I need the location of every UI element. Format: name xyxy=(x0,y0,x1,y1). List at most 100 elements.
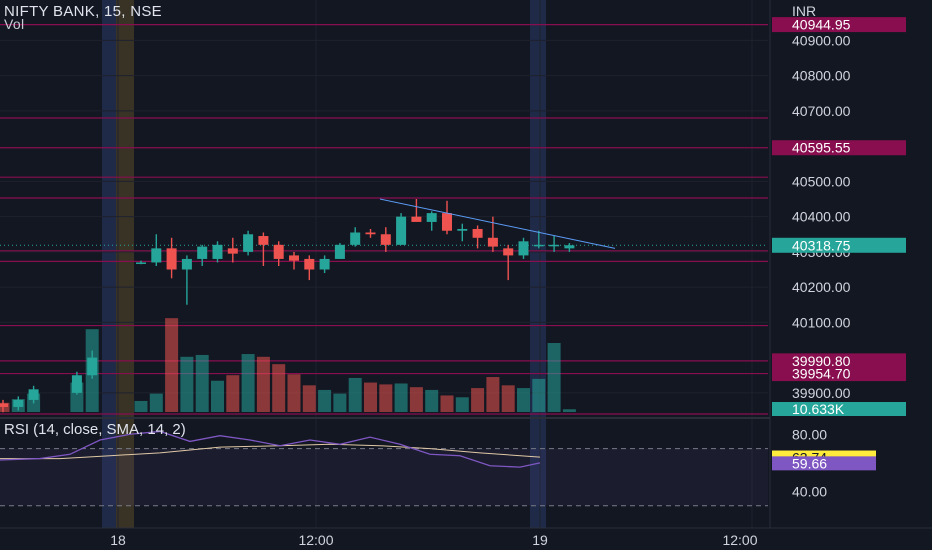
rsi-sma-text: 59.66 xyxy=(792,455,827,471)
price-tag-text: 40595.55 xyxy=(792,140,851,156)
candle-body xyxy=(258,236,269,245)
price-tick-label: 40900.00 xyxy=(792,32,851,48)
volume-bar xyxy=(425,389,439,412)
price-tag-text: 40944.95 xyxy=(792,17,851,33)
price-tick-label: 40100.00 xyxy=(792,314,851,330)
candle-body xyxy=(304,258,315,270)
session-band xyxy=(102,0,116,528)
candle-body xyxy=(365,232,376,235)
candle-body xyxy=(319,258,330,270)
rsi-sma-tag xyxy=(772,456,876,471)
volume-bar xyxy=(517,388,530,412)
price-tick-label: 39900.00 xyxy=(792,385,851,401)
volume-bar xyxy=(180,356,194,412)
volume-bar xyxy=(409,387,423,412)
volume-bar xyxy=(471,388,485,412)
volume-bar xyxy=(348,377,362,412)
volume-bar xyxy=(241,354,255,412)
candle-body xyxy=(503,248,514,256)
candle-body xyxy=(549,244,560,247)
currency-label: INR xyxy=(792,3,817,19)
candle-body xyxy=(0,403,8,407)
price-tick-label: 40700.00 xyxy=(792,103,851,119)
session-band xyxy=(116,0,134,528)
volume-tag-text: 10.633K xyxy=(792,401,845,417)
candle-body xyxy=(181,258,192,270)
trendline xyxy=(379,198,616,249)
candle-body xyxy=(197,246,208,259)
volume-bar xyxy=(211,380,224,412)
volume-bar xyxy=(379,384,393,412)
volume-bar xyxy=(364,382,377,412)
candle-body xyxy=(472,228,483,238)
volume-bar xyxy=(532,378,546,412)
rsi-band xyxy=(0,448,768,506)
time-tick-label: 18 xyxy=(110,532,126,548)
candle-body xyxy=(564,245,575,249)
volume-tag xyxy=(772,402,906,416)
volume-bar xyxy=(272,364,286,412)
volume-bar xyxy=(256,356,270,412)
volume-bar xyxy=(226,375,240,412)
volume-bar xyxy=(440,395,454,412)
volume-bar xyxy=(486,377,500,412)
price-tag xyxy=(772,366,906,382)
volume-bar xyxy=(333,393,347,412)
volume-bar xyxy=(501,385,515,412)
candle-body xyxy=(334,244,345,259)
price-axis xyxy=(770,0,932,528)
candle-body xyxy=(442,213,452,231)
time-tick-label: 12:00 xyxy=(298,532,333,548)
rsi-line xyxy=(0,430,541,468)
volume-bar xyxy=(287,374,301,412)
volume-bar xyxy=(318,389,332,412)
candle-body xyxy=(289,255,299,261)
rsi-tick-label: 80.00 xyxy=(792,426,827,442)
price-tag-text: 39954.70 xyxy=(792,366,851,382)
volume-bar xyxy=(394,383,408,412)
price-tick-label: 40800.00 xyxy=(792,68,851,84)
candle-body xyxy=(28,389,39,400)
candle-body xyxy=(350,232,361,245)
price-tag xyxy=(772,353,906,369)
time-axis xyxy=(0,528,932,550)
candle-body xyxy=(518,241,529,256)
candle-body xyxy=(87,357,98,376)
volume-bar xyxy=(562,409,576,412)
candle-body xyxy=(166,248,177,270)
candle-body xyxy=(71,375,82,393)
rsi-indicator-title[interactable]: RSI (14, close, SMA, 14, 2) xyxy=(4,421,186,438)
volume-bar xyxy=(165,318,179,412)
price-tag xyxy=(772,17,906,33)
volume-bar xyxy=(0,402,10,412)
volume-bar xyxy=(547,343,561,412)
price-tick-label: 40200.00 xyxy=(792,279,851,295)
candle-body xyxy=(411,216,422,222)
price-tick-label: 40400.00 xyxy=(792,209,851,225)
price-tag-text: 40318.75 xyxy=(792,237,851,253)
volume-indicator-label[interactable]: Vol xyxy=(4,16,25,32)
volume-bar xyxy=(455,397,469,412)
candle-body xyxy=(457,228,468,231)
candle-body xyxy=(273,244,284,259)
candle-body xyxy=(227,248,238,254)
volume-bar xyxy=(195,354,209,412)
price-tag xyxy=(772,140,906,156)
volume-bar xyxy=(302,385,316,412)
time-tick-label: 12:00 xyxy=(722,532,757,548)
symbol-title[interactable]: NIFTY BANK, 15, NSE xyxy=(4,3,162,20)
candle-body xyxy=(136,262,146,264)
candle-body xyxy=(396,216,407,245)
volume-bar xyxy=(134,400,148,412)
volume-bar xyxy=(149,393,163,412)
candle-body xyxy=(380,234,391,245)
candle-body xyxy=(487,237,498,247)
price-tag-text: 39990.80 xyxy=(792,353,851,369)
candle-body xyxy=(151,248,162,263)
candle-body xyxy=(13,399,24,407)
rsi-tick-label: 40.00 xyxy=(792,483,827,499)
time-tick-label: 19 xyxy=(532,532,548,548)
price-tick-label: 40500.00 xyxy=(792,173,851,189)
candle-body xyxy=(243,234,254,252)
